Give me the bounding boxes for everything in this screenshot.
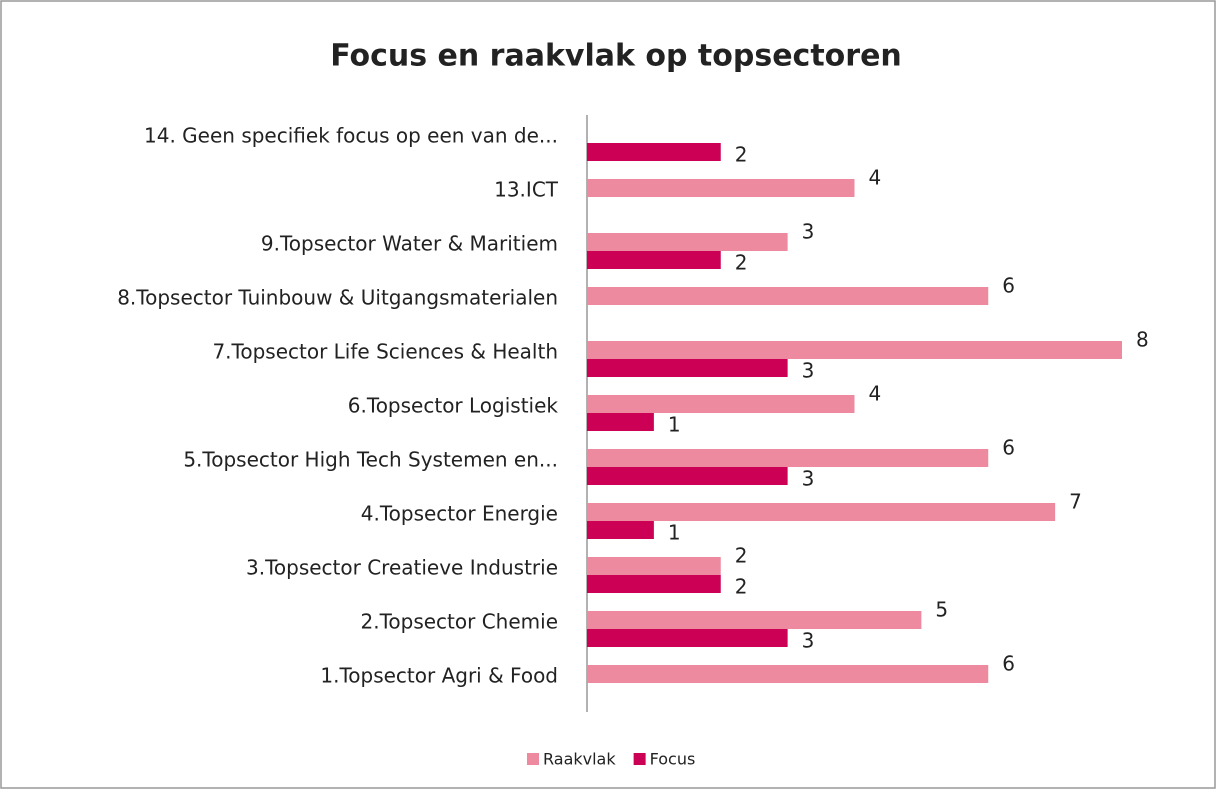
bar [587,359,788,377]
bar [587,251,721,269]
value-label: 4 [869,166,882,190]
value-label: 8 [1136,328,1149,352]
category-label: 7.Topsector Life Sciences & Health [212,340,558,364]
value-label: 3 [802,467,815,491]
bar [587,395,855,413]
category-label: 8.Topsector Tuinbouw & Uitgangsmateriale… [117,286,558,310]
value-label: 6 [1002,436,1015,460]
bar [587,341,1122,359]
bar [587,503,1056,521]
category-label: 1.Topsector Agri & Food [320,664,558,688]
bar [587,665,989,683]
legend-swatch [633,753,646,765]
value-label: 2 [735,143,748,167]
value-label: 3 [802,220,815,244]
bar [587,611,922,629]
category-label: 6.Topsector Logistiek [348,394,559,418]
bar [587,233,788,251]
category-label: 2.Topsector Chemie [361,610,559,634]
legend-swatch [527,753,539,765]
value-label: 7 [1069,490,1082,514]
category-label: 3.Topsector Creatieve Industrie [246,556,558,580]
value-label: 5 [935,598,948,622]
value-label: 6 [1002,652,1015,676]
category-label: 14. Geen specifiek focus op een van de..… [144,124,558,148]
bar [587,557,721,575]
bar [587,449,989,467]
category-label: 4.Topsector Energie [361,502,558,526]
bar [587,467,788,485]
value-label: 6 [1002,274,1015,298]
value-label: 2 [735,251,748,275]
category-label: 5.Topsector High Tech Systemen en... [183,448,558,472]
value-label: 1 [668,413,681,437]
value-label: 3 [802,359,815,383]
value-label: 4 [869,382,882,406]
value-label: 2 [735,575,748,599]
legend-label: Raakvlak [543,750,616,769]
bar [587,413,654,431]
value-label: 3 [802,629,815,653]
bar [587,143,721,161]
value-label: 1 [668,521,681,545]
value-label: 2 [735,544,748,568]
category-label: 13.ICT [494,178,559,202]
chart-title: Focus en raakvlak op topsectoren [330,39,902,74]
bar [587,521,654,539]
category-label: 9.Topsector Water & Maritiem [261,232,558,256]
bar [587,179,855,197]
legend-label: Focus [650,750,696,769]
bar [587,287,989,305]
bar [587,575,721,593]
bar [587,629,788,647]
